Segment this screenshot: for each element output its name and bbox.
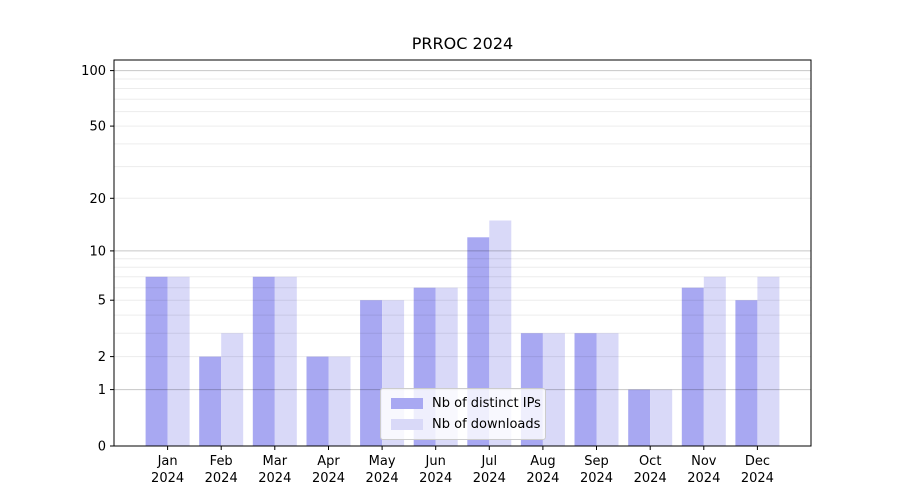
x-tick-year-label: 2024: [312, 471, 345, 486]
y-tick-label: 100: [81, 64, 106, 79]
legend-label-downloads: Nb of downloads: [432, 417, 541, 432]
x-tick-month-label: Apr: [317, 454, 340, 469]
y-tick-label: 2: [98, 350, 106, 365]
x-tick-year-label: 2024: [473, 471, 506, 486]
x-tick-month-label: Sep: [584, 454, 609, 469]
x-tick-year-label: 2024: [151, 471, 184, 486]
y-tick-label: 20: [89, 192, 106, 207]
chart-title: PRROC 2024: [411, 34, 514, 53]
x-tick-year-label: 2024: [419, 471, 452, 486]
bar-distinct-ips-feb: [199, 356, 222, 446]
plot-frame: [113, 59, 812, 447]
bar-downloads-jan: [167, 276, 190, 446]
x-tick-year-label: 2024: [580, 471, 613, 486]
legend: Nb of distinct IPs Nb of downloads: [380, 388, 546, 440]
y-tick-label: 1: [98, 383, 106, 398]
x-tick-month-label: Jan: [157, 454, 178, 469]
x-tick-month-label: Jul: [480, 454, 497, 469]
bar-downloads-dec: [757, 276, 780, 446]
x-tick-month-label: Dec: [745, 454, 770, 469]
bar-downloads-apr: [328, 356, 351, 446]
x-tick-month-label: Oct: [639, 454, 661, 469]
y-tick-label: 10: [89, 244, 106, 259]
x-tick-month-label: Jun: [425, 454, 446, 469]
x-tick-year-label: 2024: [526, 471, 559, 486]
y-tick-label: 50: [89, 120, 106, 135]
bar-distinct-ips-jan: [145, 276, 168, 446]
legend-swatch-downloads: [391, 419, 423, 430]
x-tick-month-label: Aug: [530, 454, 555, 469]
x-tick-year-label: 2024: [205, 471, 238, 486]
bar-distinct-ips-dec: [735, 300, 758, 446]
legend-item-downloads: Nb of downloads: [391, 417, 540, 432]
bar-distinct-ips-oct: [628, 389, 651, 446]
bar-downloads-mar: [274, 276, 297, 446]
bar-distinct-ips-apr: [306, 356, 329, 446]
x-tick-year-label: 2024: [366, 471, 399, 486]
bar-distinct-ips-may: [360, 300, 383, 446]
bar-distinct-ips-sep: [574, 333, 597, 446]
bar-downloads-sep: [596, 333, 619, 446]
x-tick-month-label: Nov: [691, 454, 717, 469]
bar-downloads-feb: [221, 333, 244, 446]
bar-distinct-ips-mar: [252, 276, 275, 446]
legend-item-distinct-ips: Nb of distinct IPs: [391, 396, 541, 411]
x-tick-year-label: 2024: [687, 471, 720, 486]
legend-label-distinct-ips: Nb of distinct IPs: [432, 396, 541, 411]
x-tick-year-label: 2024: [634, 471, 667, 486]
y-tick-label: 0: [98, 440, 106, 455]
x-tick-month-label: Mar: [263, 454, 288, 469]
y-tick-label: 5: [98, 294, 106, 309]
bar-downloads-nov: [703, 276, 726, 446]
x-tick-month-label: May: [369, 454, 396, 469]
bar-distinct-ips-nov: [681, 287, 704, 446]
bar-downloads-aug: [542, 333, 565, 446]
x-tick-month-label: Feb: [210, 454, 233, 469]
bar-downloads-oct: [650, 389, 673, 446]
legend-swatch-distinct-ips: [391, 398, 423, 409]
x-tick-year-label: 2024: [258, 471, 291, 486]
x-tick-year-label: 2024: [741, 471, 774, 486]
